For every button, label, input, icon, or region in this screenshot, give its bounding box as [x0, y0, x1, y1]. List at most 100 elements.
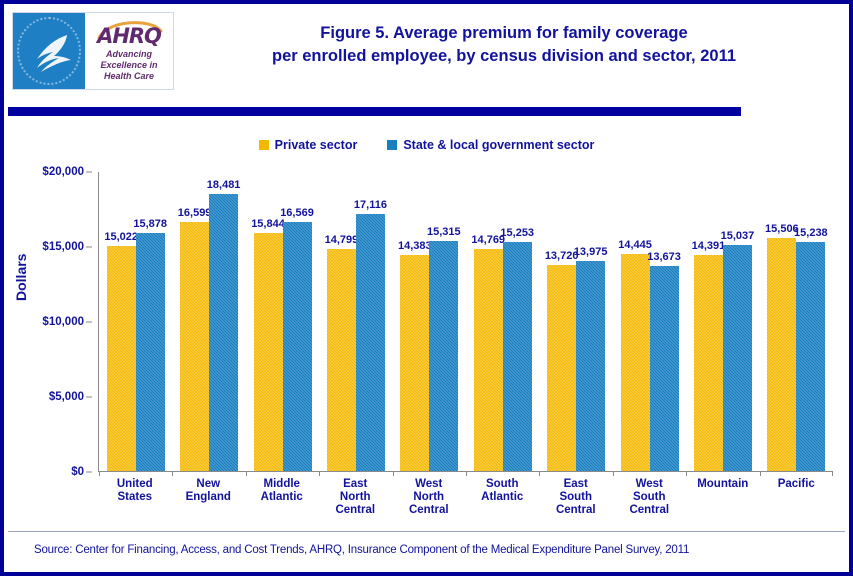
y-axis-tick-mark: [86, 321, 92, 323]
x-axis-category-line: England: [185, 491, 231, 503]
x-axis-tick-mark: [759, 471, 761, 476]
bar-government[interactable]: 13,975: [574, 246, 607, 471]
legend-item-government[interactable]: State & local government sector: [387, 138, 594, 152]
y-axis-tick-label: $15,000: [42, 241, 84, 253]
chart-plot: Dollars $0 $5,000 $10,000 $15,000 $20,000 15…: [4, 164, 849, 524]
bar-private[interactable]: 14,799: [325, 234, 358, 471]
bar-group: 15,022 15,878: [99, 171, 172, 476]
bar-value-label: 13,720: [544, 250, 579, 263]
ahrq-tagline: Advancing Excellence in Health Care: [85, 49, 173, 82]
figure-header: AHRQ Advancing Excellence in Health Care…: [4, 4, 849, 102]
bar-value-label: 15,022: [104, 230, 139, 243]
x-axis-tick-mark: [539, 471, 541, 476]
y-axis-tick-mark: [86, 471, 92, 473]
y-axis: $0 $5,000 $10,000 $15,000 $20,000: [36, 166, 92, 478]
bar-private[interactable]: 13,720: [545, 250, 578, 471]
bar-group: 14,391 15,037: [686, 171, 759, 476]
bar-value-label: 15,037: [720, 230, 755, 243]
figure-title: Figure 5. Average premium for family cov…: [184, 22, 824, 68]
x-axis-category-label: New England: [172, 478, 246, 517]
x-axis-category-label: East South Central: [539, 478, 613, 517]
y-axis-tick-label: $20,000: [42, 166, 84, 178]
x-axis-tick-mark: [466, 471, 468, 476]
bar-government[interactable]: 17,116: [354, 199, 387, 471]
figure-title-line-2: per enrolled employee, by census divisio…: [271, 47, 737, 65]
x-axis-tick-mark: [245, 471, 247, 476]
bar-value-label: 13,975: [573, 246, 608, 259]
bar-government[interactable]: 15,315: [427, 226, 461, 471]
bar-government[interactable]: 16,569: [280, 207, 314, 471]
x-axis-category-line: Central: [335, 504, 376, 516]
x-axis-category-line: New: [196, 478, 221, 490]
x-axis-tick-mark-end: [832, 471, 834, 476]
ahrq-tagline-line-1: Advancing: [105, 49, 152, 59]
x-axis-category-line: Central: [629, 504, 670, 516]
bar-private[interactable]: 15,844: [251, 218, 285, 471]
x-axis-category-line: United: [116, 478, 153, 490]
x-axis-category-line: West: [415, 478, 443, 490]
x-axis-category-line: Atlantic: [260, 491, 303, 503]
x-axis-category-line: Atlantic: [481, 491, 524, 503]
x-axis-tick-mark: [99, 471, 100, 476]
bar-value-label: 14,383: [398, 240, 432, 253]
x-axis-category-line: States: [117, 491, 153, 503]
bar-group: 15,844 16,569: [245, 171, 319, 476]
y-axis-tick-label: $10,000: [42, 316, 84, 328]
bar-government[interactable]: 15,878: [133, 218, 167, 471]
x-axis-category-line: South: [559, 491, 593, 503]
ahrq-logo: AHRQ Advancing Excellence in Health Care: [12, 12, 174, 90]
legend-item-private[interactable]: Private sector: [258, 138, 357, 152]
bar-government[interactable]: 13,673: [647, 251, 681, 471]
chart-legend: Private sector State & local government s…: [4, 138, 849, 152]
x-axis-category-label: West North Central: [392, 478, 466, 517]
footer-divider: [8, 531, 845, 532]
y-axis-tick-mark: [86, 171, 92, 173]
plot-area: 15,022 15,878 16,599 18,481 15,844 16,569 14,7…: [98, 171, 834, 476]
bar-private[interactable]: 16,599: [178, 207, 211, 471]
ahrq-tagline-line-3: Health Care: [103, 71, 155, 81]
bar-government[interactable]: 15,037: [721, 230, 754, 471]
bar-value-label: 16,569: [280, 207, 314, 220]
figure-title-line-1: Figure 5. Average premium for family cov…: [320, 24, 688, 42]
bar-group: 14,445 13,673: [612, 171, 686, 476]
bar-government[interactable]: 15,238: [794, 227, 828, 471]
x-axis-category-line: North: [339, 491, 371, 503]
x-axis-tick-mark: [319, 471, 321, 476]
bar-private[interactable]: 14,445: [618, 239, 652, 471]
bar-private[interactable]: 15,506: [765, 223, 799, 471]
bar-private[interactable]: 15,022: [104, 231, 138, 471]
x-axis-tick-mark: [392, 471, 394, 476]
bar-value-label: 13,673: [647, 250, 681, 263]
seal-ring: [17, 17, 81, 85]
x-axis-category-line: Mountain: [697, 478, 749, 490]
x-axis-tick-mark: [686, 471, 688, 476]
bar-value-label: 15,506: [765, 223, 799, 236]
bar-value-label: 15,878: [133, 217, 168, 230]
bar-value-label: 18,481: [206, 178, 241, 191]
legend-swatch-icon: [387, 140, 398, 150]
bar-group: 14,769 15,253: [466, 171, 539, 476]
x-axis-category-line: West: [635, 478, 663, 490]
source-note: Source: Center for Financing, Access, an…: [34, 544, 690, 556]
bar-private[interactable]: 14,391: [692, 240, 725, 471]
ahrq-wordmark-text: AHRQ: [97, 24, 162, 48]
legend-label: State & local government sector: [403, 138, 595, 152]
bar-value-label: 14,445: [618, 239, 652, 252]
x-axis-tick-mark: [612, 471, 614, 476]
y-axis-tick-mark: [86, 396, 92, 398]
bar-private[interactable]: 14,769: [471, 234, 505, 471]
bar-government[interactable]: 18,481: [207, 179, 240, 471]
x-axis-category-label: Mountain: [686, 478, 760, 517]
x-axis-category-line: Pacific: [777, 478, 815, 490]
bar-government[interactable]: 15,253: [500, 227, 534, 471]
ahrq-arc-icon: [97, 21, 163, 39]
x-axis-category-label: Pacific: [760, 478, 834, 517]
bar-private[interactable]: 14,383: [398, 240, 432, 471]
legend-swatch-icon: [258, 140, 269, 150]
bar-group: 15,506 15,238: [759, 171, 834, 476]
x-axis-category-line: East: [343, 478, 368, 490]
x-axis-category-label: Middle Atlantic: [245, 478, 319, 517]
bar-value-label: 17,116: [353, 199, 387, 212]
bar-value-label: 14,391: [691, 240, 726, 253]
